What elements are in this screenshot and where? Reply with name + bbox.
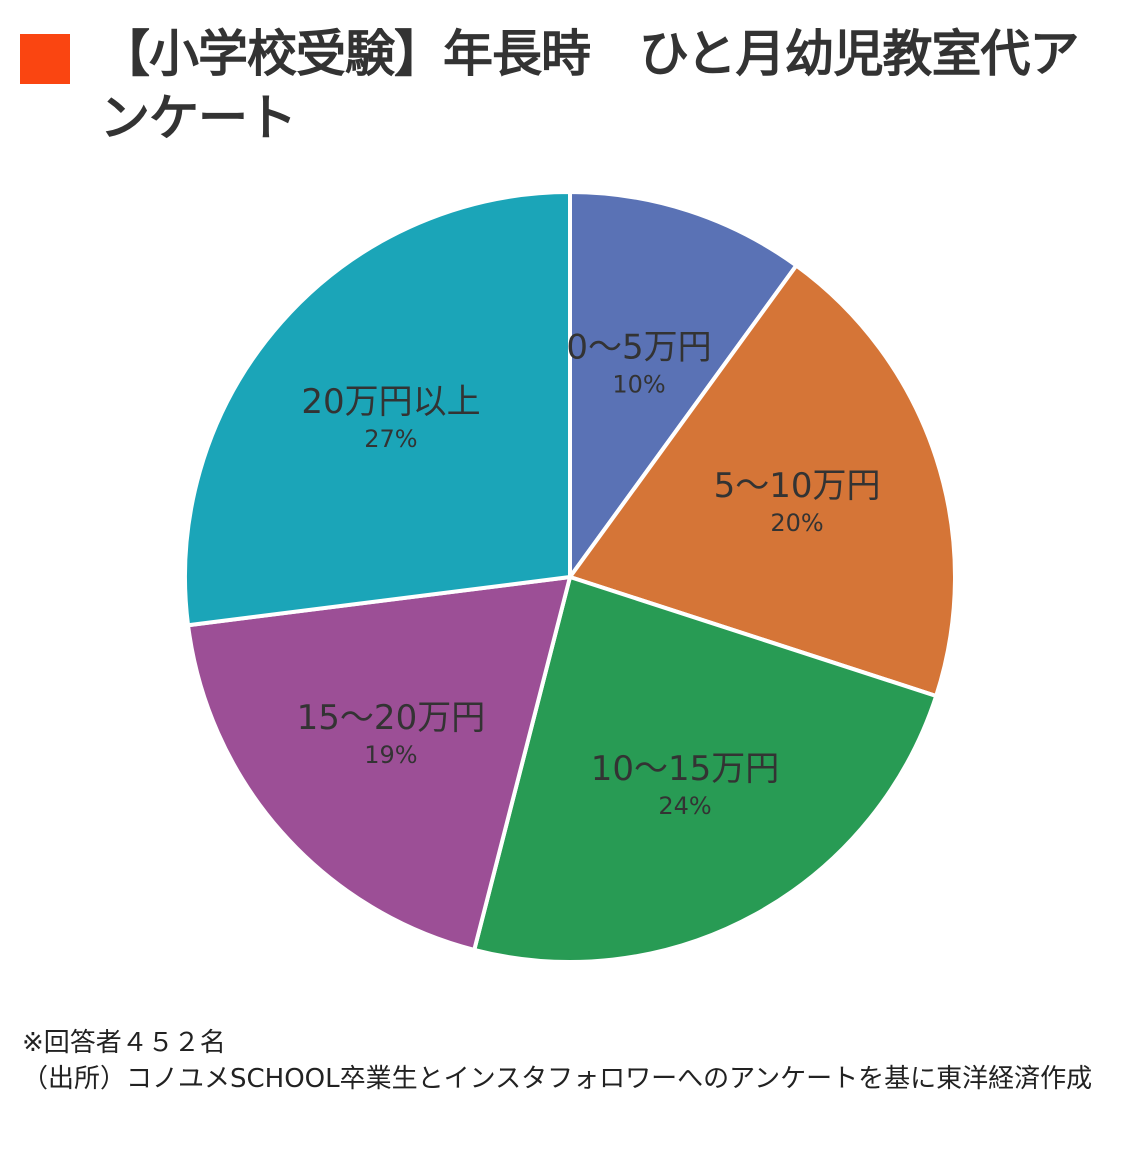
slice-label-percent: 19% <box>364 741 417 769</box>
pie-slice <box>183 190 572 628</box>
slice-label-category: 15〜20万円 <box>297 698 486 738</box>
source-note: （出所）コノユメSCHOOL卒業生とインスタフォロワーへのアンケートを基に東洋経… <box>22 1064 1093 1094</box>
slice-label-percent: 24% <box>658 792 711 820</box>
slice-label-category: 20万円以上 <box>301 382 480 422</box>
pie-slice <box>568 190 799 579</box>
slice-label-percent: 27% <box>364 425 417 453</box>
pie-slice <box>186 575 572 952</box>
slice-label-category: 10〜15万円 <box>591 749 780 789</box>
chart-title-text: 【小学校受験】年長時 ひと月幼児教室代アンケート <box>100 25 1080 147</box>
slice-label-percent: 10% <box>612 371 665 399</box>
pie-slice <box>568 263 957 698</box>
slice-label-category: 5〜10万円 <box>714 466 881 506</box>
respondents-note: ※回答者４５２名 <box>22 1028 226 1058</box>
slice-label-percent: 20% <box>770 509 823 537</box>
chart-notes: ※回答者４５２名 （出所）コノユメSCHOOL卒業生とインスタフォロワーへのアン… <box>22 1025 1122 1097</box>
slice-label-category: 0〜5万円 <box>566 328 711 368</box>
title-marker-square <box>20 34 70 84</box>
pie-slice <box>472 575 939 965</box>
